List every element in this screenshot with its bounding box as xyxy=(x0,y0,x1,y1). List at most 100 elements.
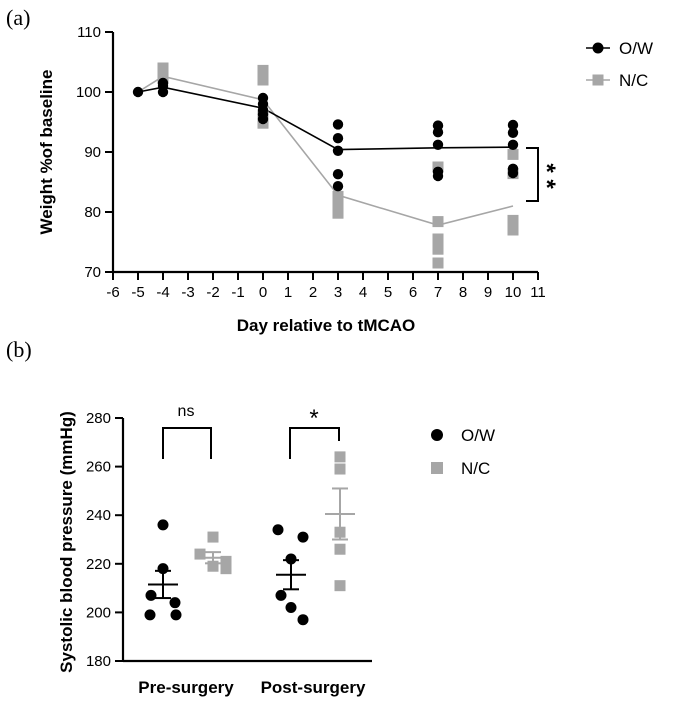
nc-point xyxy=(334,463,346,475)
nc-point xyxy=(432,257,444,269)
nc-point xyxy=(257,74,269,86)
x-tick-label: 3 xyxy=(334,284,342,301)
x-tick-label: 0 xyxy=(259,284,267,301)
y-tick-label: 240 xyxy=(86,507,111,524)
panel-b-category-post: Post-surgery xyxy=(261,678,366,697)
ow-point xyxy=(332,145,344,156)
nc-point xyxy=(207,560,219,572)
nc-point xyxy=(334,580,346,592)
x-tick-label: -5 xyxy=(131,284,144,301)
panel-b-legend-ow: O/W xyxy=(461,426,495,445)
ow-point xyxy=(272,524,284,536)
nc-point xyxy=(432,233,444,245)
panel-a-significance-label: * * xyxy=(533,163,560,189)
nc-point xyxy=(157,62,169,74)
x-tick-label: 7 xyxy=(434,284,442,301)
ow-point xyxy=(332,133,344,144)
y-tick-label: 100 xyxy=(76,84,101,101)
nc-point xyxy=(334,451,346,463)
ow-point xyxy=(432,166,444,177)
ow-point xyxy=(507,127,519,138)
ow-point xyxy=(145,589,157,601)
x-tick-label: 8 xyxy=(459,284,467,301)
panel-a-legend-nc: N/C xyxy=(619,71,648,90)
nc-point xyxy=(334,526,346,538)
nc-point xyxy=(507,148,519,160)
x-tick-label: 2 xyxy=(309,284,317,301)
ow-point xyxy=(285,553,297,565)
panel-b-y-axis-title: Systolic blood pressure (mmHg) xyxy=(57,411,76,673)
panel-a-legend-ow: O/W xyxy=(619,39,653,58)
ow-point xyxy=(432,120,444,131)
panel-b-bracket-pre xyxy=(162,427,212,459)
nc-point xyxy=(332,207,344,219)
y-tick-label: 180 xyxy=(86,653,111,670)
nc-point xyxy=(220,563,232,575)
y-tick-label: 80 xyxy=(84,204,101,221)
panel-a-x-ticks: -6 -5 -4 -3 -2 -1 0 1 2 3 4 5 6 7 8 9 10 11 xyxy=(106,272,546,301)
nc-point xyxy=(432,243,444,255)
panel-b-comparison-pre: ns xyxy=(178,403,195,420)
nc-point xyxy=(257,64,269,76)
panel-b-y-ticks: 180 200 220 240 260 280 xyxy=(86,410,123,670)
nc-point xyxy=(432,216,444,228)
panel-a-legend: O/W N/C xyxy=(586,39,653,90)
x-tick-label: -4 xyxy=(156,284,169,301)
panel-a-label: (a) xyxy=(6,5,30,30)
ow-point xyxy=(144,609,156,621)
panel-a-significance-bracket xyxy=(526,147,539,202)
y-tick-label: 260 xyxy=(86,459,111,476)
ow-point xyxy=(132,86,144,98)
panel-a-y-axis-title: Weight %of baseline xyxy=(37,70,56,235)
nc-mean-line xyxy=(137,75,514,227)
ow-point xyxy=(297,614,309,626)
y-tick-label: 70 xyxy=(84,264,101,281)
x-tick-label: -6 xyxy=(106,284,119,301)
legend-b-ow-marker xyxy=(431,429,443,441)
x-tick-label: 4 xyxy=(359,284,367,301)
y-tick-label: 90 xyxy=(84,144,101,161)
ow-point xyxy=(332,181,344,192)
panel-b-legend: O/W N/C xyxy=(431,426,495,478)
panel-b-bracket-post xyxy=(289,427,340,459)
nc-point xyxy=(507,214,519,226)
x-tick-label: 9 xyxy=(484,284,492,301)
legend-ow-marker xyxy=(592,42,604,54)
panel-b-label: (b) xyxy=(6,337,32,362)
ow-point xyxy=(157,77,169,89)
ow-point xyxy=(507,163,519,174)
x-tick-label: 5 xyxy=(384,284,392,301)
x-tick-label: 6 xyxy=(409,284,417,301)
ow-point xyxy=(507,119,519,131)
ow-point xyxy=(157,519,169,531)
nc-point xyxy=(334,543,346,555)
ow-point xyxy=(257,92,269,104)
panel-b-error-bars xyxy=(148,487,355,600)
x-tick-label: 10 xyxy=(505,284,522,301)
ow-mean-line xyxy=(137,86,514,151)
panel-b: (b) Systolic blood pressure (mmHg) 180 20… xyxy=(6,337,495,697)
ow-point xyxy=(285,602,297,614)
ow-point xyxy=(170,609,182,621)
ow-point xyxy=(432,139,444,150)
legend-b-nc-marker xyxy=(431,462,443,474)
ow-point xyxy=(332,169,344,180)
y-tick-label: 200 xyxy=(86,604,111,621)
panel-b-category-pre: Pre-surgery xyxy=(138,678,234,697)
nc-point xyxy=(194,548,206,560)
y-tick-label: 220 xyxy=(86,556,111,573)
legend-nc-marker xyxy=(592,74,604,86)
ow-point xyxy=(297,531,309,543)
ow-point xyxy=(332,119,344,130)
panel-a-mean-lines xyxy=(137,75,514,227)
panel-b-comparison-post: * xyxy=(309,405,318,432)
x-tick-label: 11 xyxy=(530,284,546,301)
x-tick-label: -1 xyxy=(231,284,244,301)
nc-point xyxy=(220,555,232,567)
panel-a-x-axis-title: Day relative to tMCAO xyxy=(237,316,416,335)
ow-point xyxy=(169,597,181,609)
nc-point xyxy=(207,531,219,543)
x-tick-label: -3 xyxy=(181,284,194,301)
ow-point xyxy=(275,589,287,601)
